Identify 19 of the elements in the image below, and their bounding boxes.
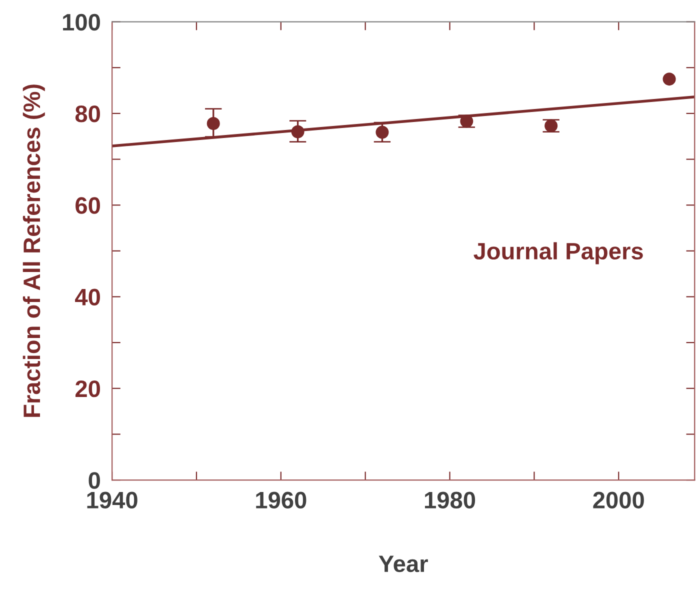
x-tick-label: 1980 xyxy=(424,492,476,508)
point xyxy=(662,72,676,86)
point xyxy=(544,119,558,132)
y-tick-label: 40 xyxy=(75,288,100,306)
annotation: Journal Papers xyxy=(474,242,643,264)
y-tick-label: 60 xyxy=(76,197,100,214)
y-tick-label: 80 xyxy=(75,106,100,122)
y-tick-label: 0 xyxy=(88,472,100,489)
x-tick-label: 2000 xyxy=(593,492,644,508)
x-axis-title: Year xyxy=(378,556,428,572)
x-tick-label: 1960 xyxy=(256,492,306,508)
y-tick-label: 20 xyxy=(76,380,100,398)
point xyxy=(291,125,304,138)
point xyxy=(460,114,474,128)
point xyxy=(206,117,220,130)
y-axis-title: Fraction of All References (%) xyxy=(22,84,45,417)
point xyxy=(376,126,389,139)
x-tick-label: 1940 xyxy=(87,492,138,508)
y-tick-label: 100 xyxy=(63,14,100,31)
